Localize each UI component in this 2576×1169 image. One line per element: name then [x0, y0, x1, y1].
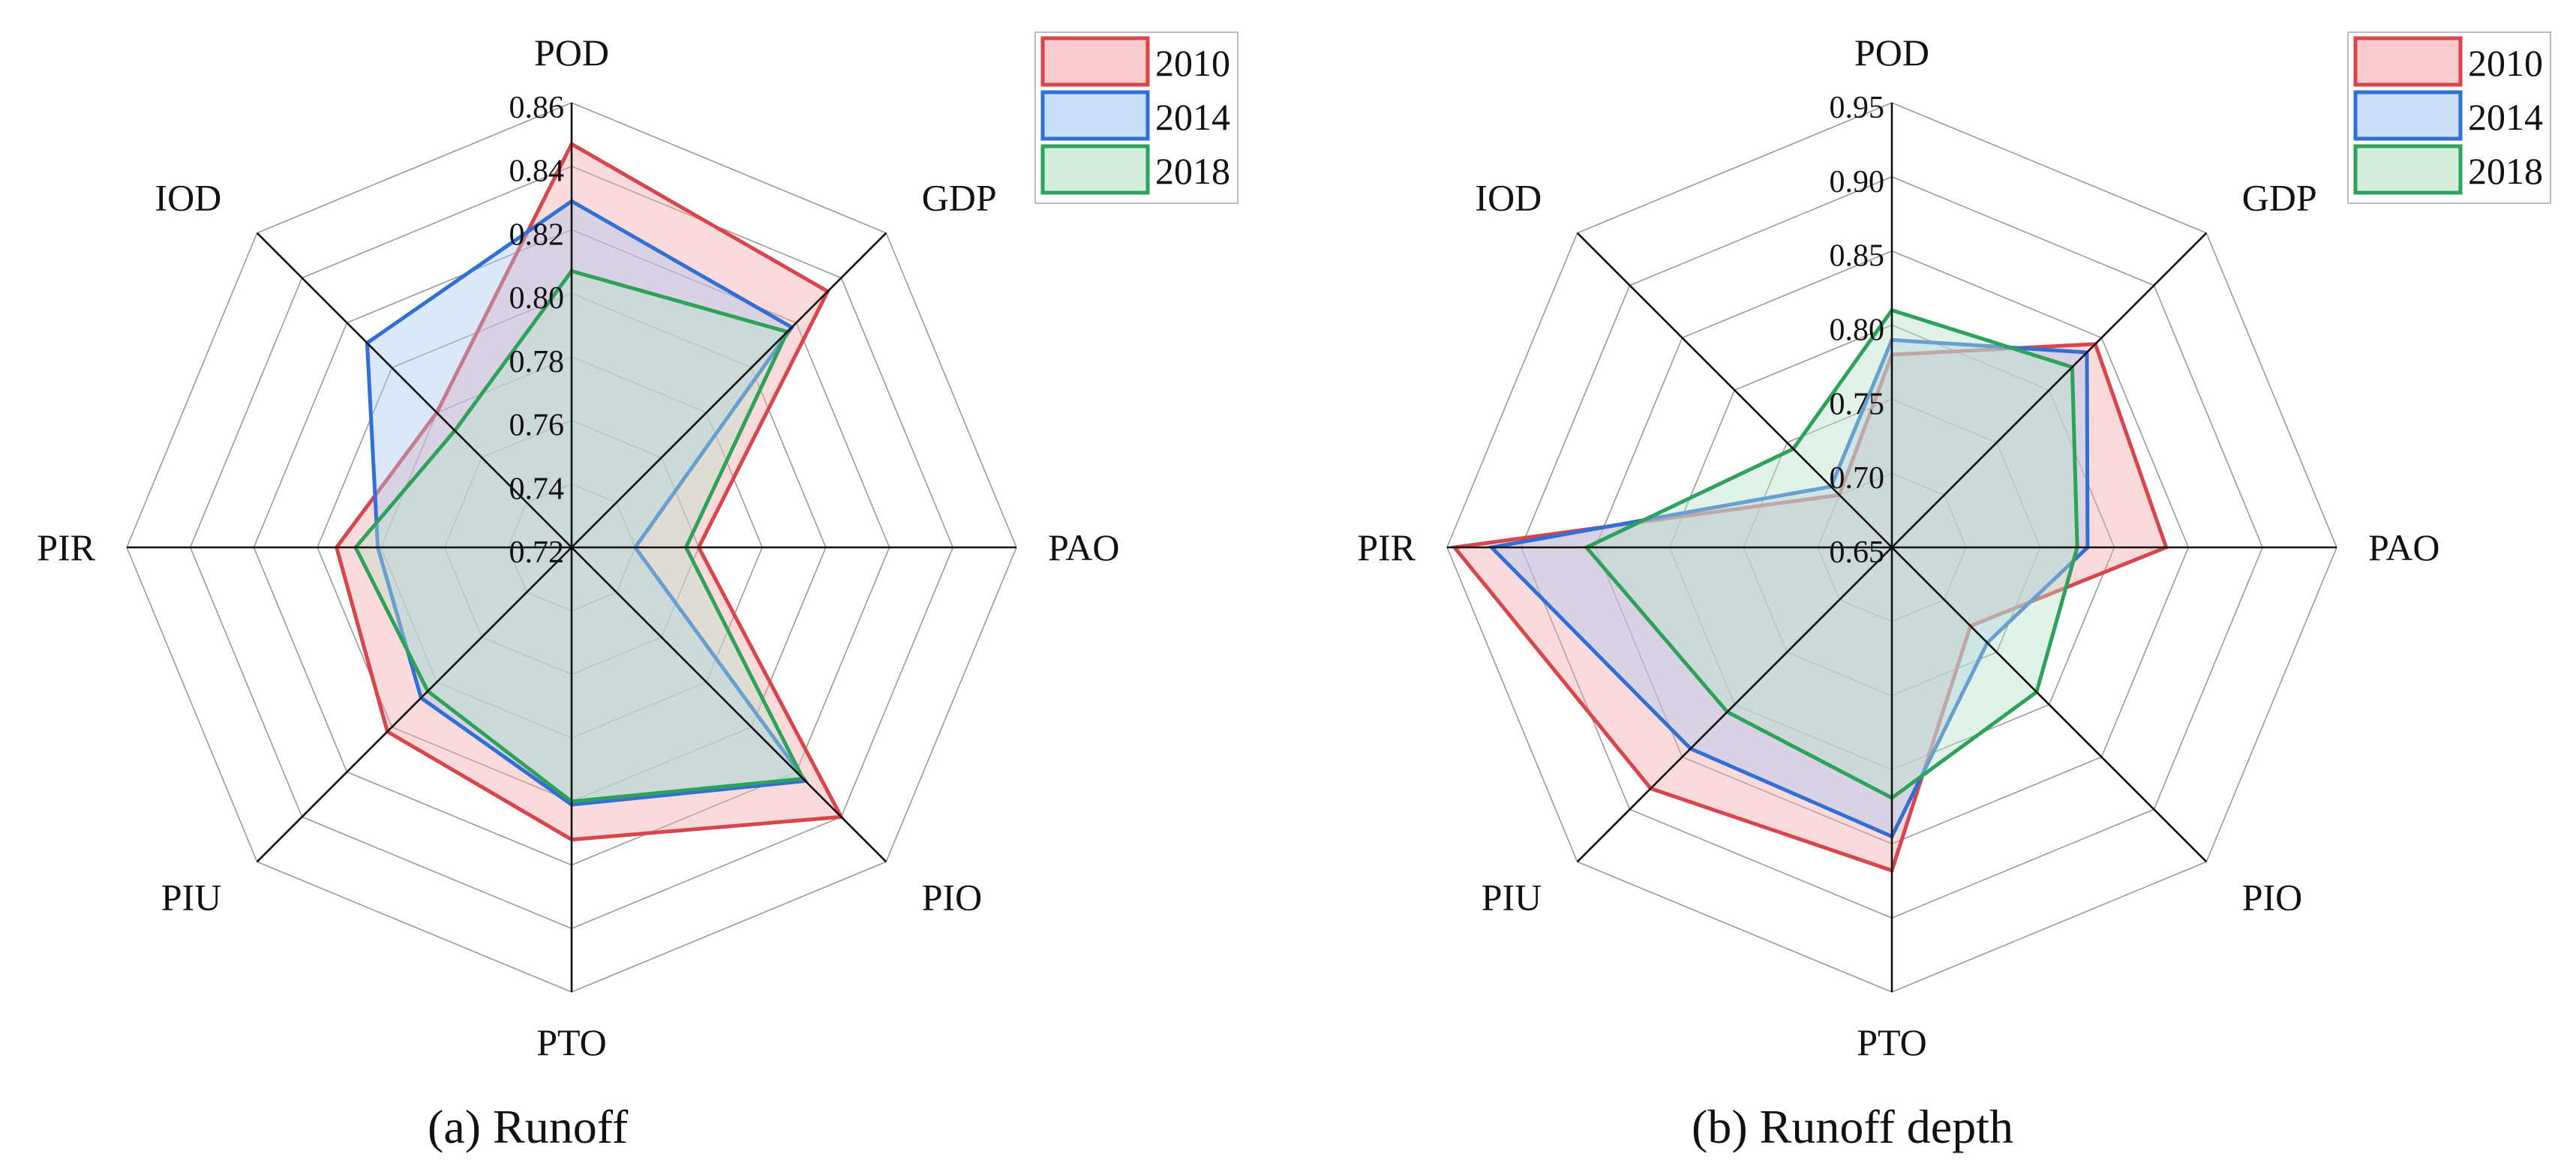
legend-label-2018: 2018 [1155, 150, 1230, 192]
axis-spoke [1891, 232, 2208, 548]
axis-spoke [1576, 232, 1893, 548]
axis-label-piu: PIU [1482, 877, 1542, 919]
radial-tick-label: 0.70 [1830, 461, 1885, 496]
axis-spoke [571, 547, 887, 863]
axis-spoke [256, 232, 572, 548]
axis-label-pir: PIR [1357, 526, 1416, 568]
legend-label-2014: 2014 [2468, 96, 2543, 138]
legend: 2010 2014 2018 [2347, 31, 2551, 204]
legend-label-2010: 2010 [1155, 42, 1230, 84]
axis-spoke [1576, 547, 1893, 863]
axis-label-pio: PIO [922, 877, 983, 919]
radial-tick-label: 0.76 [509, 409, 565, 443]
chart-caption-runoff: (a) Runoff [428, 1100, 629, 1153]
radar-chart-runoff: 0.72 0.74 0.76 0.78 0.80 0.82 0.84 0.86 POD GDP PA… [37, 31, 1238, 1063]
radial-tick-label: 0.80 [509, 281, 565, 316]
axis-label-pio: PIO [2242, 877, 2303, 919]
axis-label-pod: POD [534, 31, 609, 73]
axis-spoke [1891, 547, 2208, 863]
axis-label-pao: PAO [1048, 526, 1119, 568]
radial-tick-label: 0.74 [509, 472, 565, 506]
radial-tick-label: 0.75 [1830, 387, 1885, 421]
radial-tick-label: 0.80 [1830, 313, 1885, 348]
legend-swatch-2010 [1040, 36, 1150, 87]
radial-tick-label: 0.90 [1830, 165, 1885, 199]
radial-tick-label: 0.86 [509, 91, 565, 125]
axis-spoke [571, 232, 887, 548]
axis-label-pod: POD [1854, 31, 1929, 73]
chart-caption-runoff-depth: (b) Runoff depth [1692, 1100, 2013, 1153]
axis-label-pir: PIR [37, 526, 95, 568]
radial-tick-label: 0.85 [1830, 239, 1885, 274]
radial-tick-label: 0.72 [509, 535, 565, 570]
legend-swatch-2014 [1040, 90, 1150, 141]
legend-swatch-2018 [1040, 144, 1150, 195]
legend-swatch-2018 [2353, 144, 2463, 195]
axis-label-gdp: GDP [922, 176, 997, 218]
legend-swatch-2014 [2353, 90, 2463, 141]
axis-label-pto: PTO [1857, 1021, 1927, 1063]
axis-label-pao: PAO [2368, 526, 2439, 568]
legend-swatch-2010 [2353, 36, 2463, 87]
radial-tick-label: 0.78 [509, 345, 565, 379]
axis-label-iod: IOD [155, 176, 221, 218]
axis-label-gdp: GDP [2242, 176, 2317, 218]
legend-label-2018: 2018 [2468, 150, 2543, 192]
radial-tick-label: 0.84 [509, 154, 565, 189]
radial-tick-label: 0.82 [509, 217, 565, 252]
legend: 2010 2014 2018 [1034, 31, 1238, 204]
legend-label-2014: 2014 [1155, 96, 1230, 138]
axis-label-iod: IOD [1475, 176, 1542, 218]
legend-label-2010: 2010 [2468, 42, 2543, 84]
radial-tick-label: 0.65 [1830, 535, 1885, 570]
radar-chart-runoff-depth: 0.65 0.70 0.75 0.80 0.85 0.90 0.95 POD GDP PAO PIO… [1357, 31, 2551, 1063]
axis-label-pto: PTO [536, 1021, 607, 1063]
radial-tick-label: 0.95 [1830, 91, 1885, 125]
axis-label-piu: PIU [161, 877, 222, 919]
axis-spoke [256, 547, 572, 863]
